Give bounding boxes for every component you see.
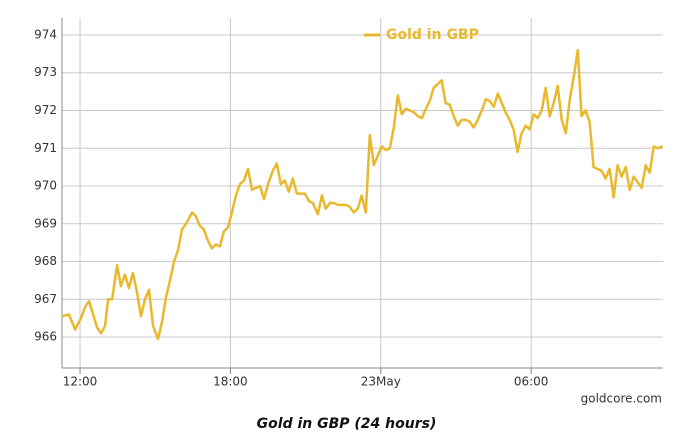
source-credit: goldcore.com	[581, 392, 662, 406]
y-tick-label: 967	[34, 292, 57, 306]
x-tick-label: 06:00	[514, 375, 549, 389]
x-tick-label: 12:00	[63, 375, 98, 389]
y-tick-label: 974	[34, 27, 57, 41]
x-tick-label: 18:00	[213, 375, 248, 389]
legend-label: Gold in GBP	[386, 27, 479, 43]
y-tick-label: 968	[34, 254, 57, 268]
y-tick-label: 970	[34, 179, 57, 193]
caption: Gold in GBP (24 hours)	[256, 416, 437, 432]
y-tick-label: 972	[34, 103, 57, 117]
price-line	[61, 48, 664, 341]
y-tick-label: 971	[34, 141, 57, 155]
y-tick-label: 966	[34, 330, 57, 344]
chart: goldcore.com 966 967 968 969 970 971 972 973 974…	[34, 18, 664, 406]
y-tick-label: 973	[34, 65, 57, 79]
x-tick-label: 23May	[361, 375, 401, 389]
y-tick-label: 969	[34, 216, 57, 230]
